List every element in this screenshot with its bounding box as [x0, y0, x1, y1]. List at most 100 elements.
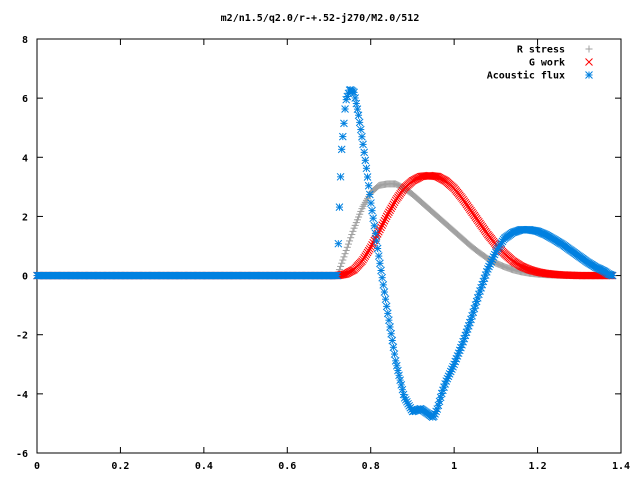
- data-point: [344, 240, 352, 248]
- data-point: [380, 216, 389, 225]
- data-point: [379, 281, 388, 289]
- data-point: [347, 234, 355, 242]
- axes: 0 0.2 0.4 0.6 0.8 1 1.2 1.4 -6 -4 -2 0 2 4 6 8: [16, 35, 630, 472]
- data-point: [395, 371, 403, 380]
- legend-label: G work: [529, 58, 565, 69]
- data-point: [338, 132, 347, 141]
- data-point: [337, 262, 345, 270]
- legend-label: R stress: [517, 45, 565, 56]
- data-point: [365, 190, 374, 199]
- data-point: [370, 221, 379, 230]
- data-point: [387, 329, 396, 338]
- data-point: [389, 343, 398, 352]
- data-point: [335, 203, 344, 211]
- data-point: [361, 156, 370, 165]
- data-point: [334, 239, 343, 248]
- data-point: [397, 381, 406, 389]
- data-point: [383, 309, 392, 318]
- x-tick-label: 0: [34, 461, 40, 472]
- data-point: [359, 140, 367, 149]
- data-point: [388, 336, 397, 345]
- data-point: [342, 246, 350, 254]
- chart-title: m2/n1.5/q2.0/r-+.52-j270/M2.0/512: [221, 12, 420, 24]
- x-tick-label: 0.4: [195, 461, 213, 472]
- data-point: [378, 221, 387, 230]
- data-point: [382, 302, 391, 311]
- plot-border: [36, 38, 622, 454]
- data-point: [390, 198, 399, 207]
- data-point: [341, 105, 349, 113]
- x-tick-label: 1.4: [612, 461, 630, 472]
- data-point: [355, 118, 364, 127]
- data-point: [388, 202, 397, 211]
- data-point: [608, 271, 617, 280]
- data-point: [387, 204, 396, 213]
- data-point: [386, 206, 394, 215]
- x-tick-label: 1.2: [529, 461, 547, 472]
- data-point: [378, 273, 387, 282]
- data-point: [360, 148, 369, 157]
- y-tick-label: 4: [22, 153, 28, 164]
- legend-marker: [585, 45, 593, 53]
- data-point: [377, 266, 385, 275]
- y-tick-label: 8: [22, 35, 28, 46]
- legend-label: Acoustic flux: [487, 70, 565, 82]
- data-point: [385, 316, 393, 325]
- data-point: [390, 350, 399, 358]
- data-point: [391, 356, 400, 365]
- data-point: [369, 214, 378, 223]
- data-point: [336, 172, 345, 181]
- series-acoustic-flux: [33, 86, 617, 421]
- data-point: [383, 210, 392, 219]
- y-tick-label: 2: [22, 212, 28, 223]
- data-point: [380, 288, 389, 296]
- data-point: [367, 243, 375, 251]
- data-point: [373, 244, 382, 253]
- data-point: [371, 229, 380, 238]
- data-point: [379, 219, 388, 227]
- data-point: [372, 237, 381, 245]
- data-point: [392, 361, 401, 370]
- x-tick-label: 0.8: [362, 461, 380, 472]
- data-point: [337, 145, 346, 154]
- data-point: [364, 181, 373, 190]
- data-point: [341, 250, 349, 258]
- data-point: [381, 295, 390, 304]
- data-point: [396, 376, 405, 384]
- data-point: [362, 164, 371, 173]
- data-point: [376, 259, 384, 268]
- data-point: [368, 206, 376, 215]
- y-tick-label: 6: [22, 94, 28, 105]
- data-point: [348, 231, 356, 239]
- x-tick-label: 0.2: [111, 461, 129, 472]
- x-tick-label: 1: [451, 461, 457, 472]
- data-point: [351, 94, 360, 102]
- data-point: [389, 200, 398, 209]
- data-point: [365, 245, 374, 253]
- data-point: [353, 105, 362, 113]
- data-point: [343, 243, 351, 251]
- data-point: [363, 173, 372, 181]
- data-point: [394, 366, 402, 375]
- data-point: [358, 132, 366, 141]
- data-point: [356, 125, 365, 134]
- data-point: [339, 256, 347, 264]
- data-point: [349, 227, 357, 235]
- data-point: [374, 252, 383, 260]
- y-tick-label: 0: [22, 272, 28, 283]
- legend-marker: [585, 58, 593, 66]
- data-point: [382, 212, 391, 221]
- data-point: [398, 385, 407, 394]
- data-point: [346, 237, 354, 245]
- data-point: [386, 323, 394, 331]
- data-point: [381, 214, 390, 223]
- data-point: [354, 111, 363, 120]
- data-point: [340, 119, 348, 128]
- data-point: [340, 253, 348, 261]
- x-tick-label: 0.6: [278, 461, 296, 472]
- legend-marker: [585, 71, 593, 79]
- data-point: [367, 199, 375, 207]
- y-tick-label: -4: [16, 390, 28, 401]
